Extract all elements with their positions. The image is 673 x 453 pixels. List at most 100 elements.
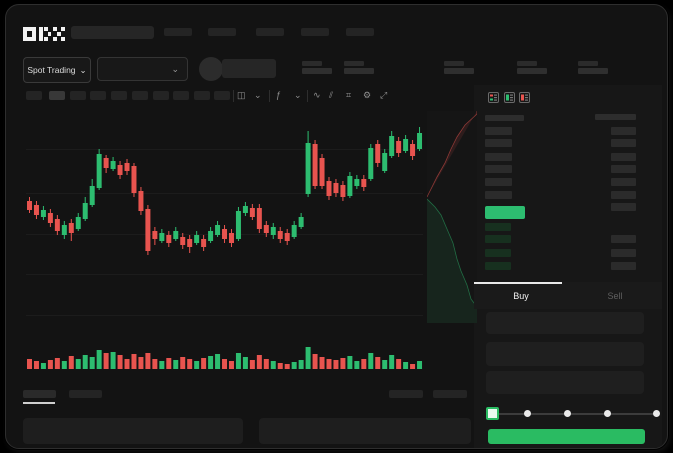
nav-item-placeholder[interactable]: [256, 28, 284, 36]
volume-bar: [173, 360, 179, 369]
volume-bar: [340, 358, 346, 369]
volume-bar: [361, 359, 367, 369]
volume-bar: [138, 357, 144, 369]
orderbook-amount: [611, 127, 636, 135]
amount-slider-track[interactable]: [488, 413, 656, 415]
timeframe-button[interactable]: [90, 91, 106, 100]
orderbook-view-both-icon[interactable]: [488, 92, 499, 103]
price-input[interactable]: [486, 312, 644, 334]
candle-body: [152, 231, 158, 239]
volume-bar: [194, 361, 200, 369]
volume-bar: [54, 358, 60, 369]
bid-row-price[interactable]: [485, 223, 511, 231]
nav-item-placeholder[interactable]: [301, 28, 329, 36]
stat-label-placeholder: [444, 61, 464, 66]
candle-body: [242, 206, 248, 213]
bottom-action-placeholder[interactable]: [433, 390, 467, 398]
volume-bar: [256, 355, 262, 369]
candle-type-icon[interactable]: ◫: [237, 90, 246, 100]
indicators-icon[interactable]: ƒ: [276, 90, 282, 100]
volume-bar: [235, 353, 241, 369]
amount-input[interactable]: [486, 342, 644, 366]
bid-row-price[interactable]: [485, 249, 511, 257]
volume-bars: [27, 347, 423, 369]
ticker-stat: [517, 61, 551, 81]
chevron-down-icon: ⌄: [79, 64, 87, 75]
timeframe-button[interactable]: [173, 91, 189, 100]
volume-bar: [410, 364, 416, 369]
nav-item-placeholder[interactable]: [164, 28, 192, 36]
ask-row-price[interactable]: [485, 153, 512, 161]
total-input[interactable]: [486, 371, 644, 394]
candle-body: [396, 141, 402, 153]
camera-icon[interactable]: ⌗: [346, 90, 352, 100]
depth-chart[interactable]: [427, 111, 477, 323]
global-search-placeholder[interactable]: [71, 26, 154, 39]
candlestick-chart[interactable]: [26, 113, 423, 331]
bottom-tab-open-orders[interactable]: [23, 390, 56, 398]
ask-row-price[interactable]: [485, 191, 512, 199]
ask-row-price[interactable]: [485, 178, 512, 186]
bottom-tab-order-history[interactable]: [69, 390, 102, 398]
timeframe-button[interactable]: [214, 91, 230, 100]
volume-bar: [82, 355, 88, 369]
candle-body: [319, 158, 325, 186]
ask-row-price[interactable]: [485, 165, 512, 173]
candle-body: [75, 217, 81, 229]
candle-body: [187, 239, 193, 247]
timeframe-button[interactable]: [132, 91, 148, 100]
bid-row-price[interactable]: [485, 262, 511, 270]
timeframe-button[interactable]: [111, 91, 127, 100]
slider-stop-dot[interactable]: [653, 410, 660, 417]
timeframe-button[interactable]: [153, 91, 169, 100]
stat-value-placeholder: [302, 68, 332, 74]
nav-item-placeholder[interactable]: [208, 28, 236, 36]
timeframe-button[interactable]: [49, 91, 65, 100]
volume-bar: [396, 359, 402, 369]
chevron-down-icon: ⌄: [171, 63, 179, 74]
nav-item-placeholder[interactable]: [346, 28, 374, 36]
tab-buy[interactable]: Buy: [513, 290, 529, 301]
bottom-panel-right: [259, 418, 471, 444]
orderbook-view-asks-icon[interactable]: [519, 92, 530, 103]
okx-logo[interactable]: [23, 25, 65, 43]
timeframe-button[interactable]: [70, 91, 86, 100]
slider-stop-dot[interactable]: [524, 410, 532, 417]
volume-bar: [305, 347, 311, 369]
timeframe-button[interactable]: [194, 91, 210, 100]
settings-gear-icon[interactable]: ⚙: [363, 90, 372, 100]
line-tool-icon[interactable]: ∿: [313, 90, 321, 100]
candle-body: [298, 217, 304, 227]
timeframe-button[interactable]: [26, 91, 42, 100]
orderbook-view-bids-icon[interactable]: [504, 92, 515, 103]
indicators-chevron-icon[interactable]: ⌄: [294, 90, 302, 100]
candle-type-chevron-icon[interactable]: ⌄: [254, 90, 262, 100]
last-price-badge[interactable]: [485, 206, 525, 219]
volume-bar: [270, 361, 276, 369]
orderbook-amount: [611, 262, 636, 270]
candle-body: [256, 208, 262, 229]
tab-sell[interactable]: Sell: [607, 290, 623, 301]
bid-row-price[interactable]: [485, 235, 511, 243]
candle-body: [215, 225, 221, 235]
candle-body: [326, 181, 332, 196]
pair-dropdown[interactable]: ⌄: [97, 57, 188, 81]
ask-row-price[interactable]: [485, 127, 512, 135]
stat-value-placeholder: [344, 68, 374, 74]
volume-bar: [228, 361, 234, 369]
candle-body: [68, 223, 74, 233]
amount-slider-handle[interactable]: [486, 407, 499, 420]
buy-submit-button[interactable]: [488, 429, 645, 444]
stat-value-placeholder: [517, 68, 547, 74]
slider-stop-dot[interactable]: [603, 410, 611, 417]
compare-icon[interactable]: ⫽: [329, 90, 334, 100]
volume-bar: [375, 357, 381, 369]
volume-bar: [382, 360, 388, 369]
asks-depth-line: [427, 111, 477, 198]
ask-row-price[interactable]: [485, 139, 512, 147]
slider-stop-dot[interactable]: [563, 410, 571, 417]
fullscreen-icon[interactable]: ⤢: [380, 90, 388, 100]
instrument-type-selector[interactable]: Spot Trading ⌄: [23, 57, 91, 83]
candle-body: [263, 225, 269, 233]
bottom-action-placeholder[interactable]: [389, 390, 423, 398]
